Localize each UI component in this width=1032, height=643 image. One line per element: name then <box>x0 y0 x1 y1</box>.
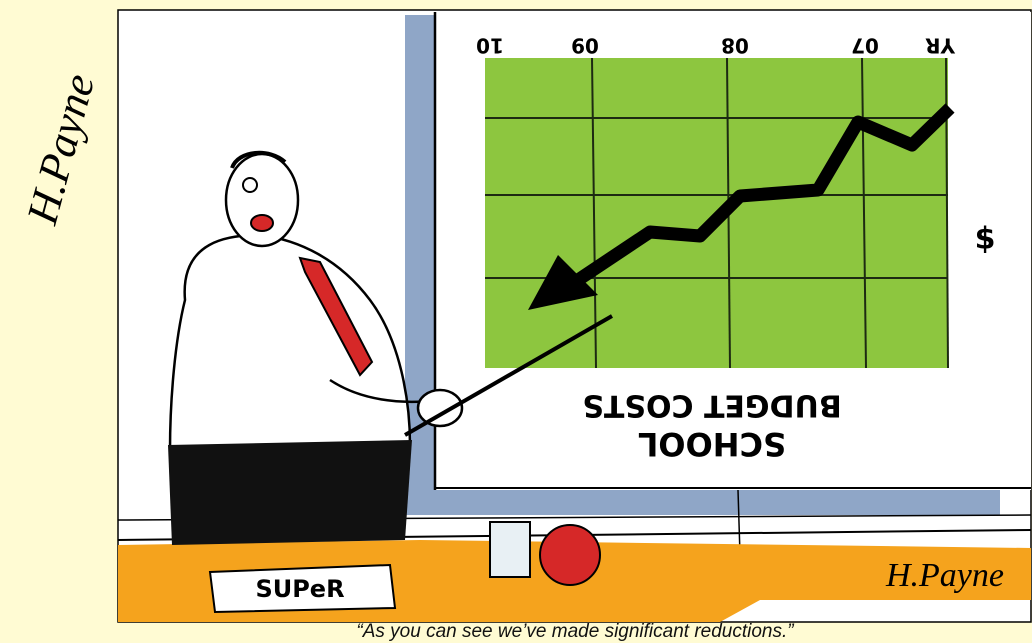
axis-label: YR <box>925 34 956 58</box>
axis-label: 08 <box>721 34 749 58</box>
signature: H.Payne <box>885 557 1004 594</box>
page: H.Payne 10 09 08 07 YR $ SCHOOL BUDGET COSTS… <box>0 0 1032 643</box>
side-label: $ <box>975 222 996 257</box>
glass <box>490 522 530 577</box>
apple <box>540 525 600 585</box>
head <box>226 154 298 246</box>
mouth <box>251 215 273 231</box>
axis-label: 09 <box>571 34 599 58</box>
caption: “As you can see we’ve made significant r… <box>356 621 795 642</box>
nameplate-text: SUPeR <box>255 575 344 603</box>
title-line: BUDGET COSTS <box>582 388 841 423</box>
axis-label: 07 <box>851 34 879 58</box>
glasses <box>243 178 257 192</box>
cartoon: H.Payne 10 09 08 07 YR $ SCHOOL BUDGET COSTS… <box>0 0 1032 643</box>
title-line: SCHOOL <box>638 425 786 463</box>
trousers <box>168 440 412 545</box>
axis-label: 10 <box>476 34 504 58</box>
